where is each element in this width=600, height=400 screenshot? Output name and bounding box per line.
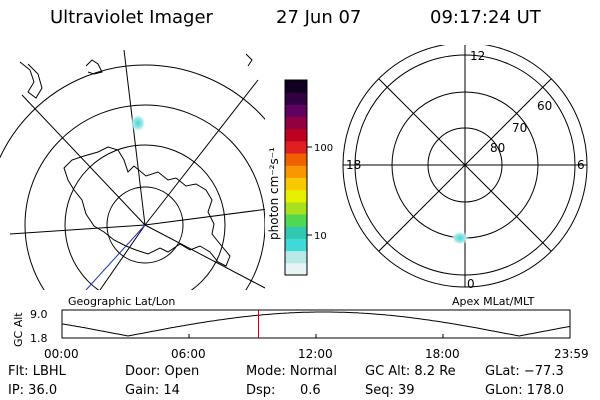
coastline-fragment [19, 61, 43, 99]
altitude-xticks: 00:00 06:00 12:00 18:00 23:59 [44, 334, 589, 361]
meridian-line [144, 79, 259, 226]
orbit-track [85, 224, 146, 290]
colorbar-cell [285, 238, 307, 252]
altitude-xtick-label: 18:00 [425, 347, 460, 361]
mlt-label-0: 0 [467, 277, 475, 291]
seq-info: Seq: 39 [365, 383, 415, 398]
mlt-label-12: 12 [470, 49, 485, 63]
colorbar-tick-label: 100 [314, 143, 333, 154]
altitude-xtick-label: 23:59 [554, 347, 589, 361]
mlt-line-diagonal [378, 78, 552, 252]
meridian-line [144, 224, 265, 289]
colorbar-cell [285, 104, 307, 118]
altitude-xtick-label: 06:00 [171, 347, 206, 361]
lat-circle-inner [106, 186, 184, 264]
colorbar-cell [285, 201, 307, 215]
aurora-emission [451, 231, 469, 245]
glon-info: GLon: 178.0 [485, 383, 565, 398]
colorbar-cell [285, 128, 307, 142]
colorbar-cell [285, 226, 307, 239]
meridian-line [21, 94, 146, 226]
colorbar-cell [285, 165, 307, 178]
geographic-map [0, 49, 265, 290]
meridian-line [144, 208, 265, 226]
time-label: 09:17:24 UT [430, 7, 541, 28]
meridian-line [9, 224, 146, 235]
colorbar-unit-label: photon cm⁻²s⁻¹ [267, 147, 281, 240]
magnetic-polar-plot [342, 45, 588, 288]
lat-circle-mid [64, 144, 226, 290]
altitude-xtick-label: 00:00 [44, 347, 79, 361]
colorbar-cell [285, 92, 307, 105]
left-panel-label: Geographic Lat/Lon [68, 295, 175, 308]
altitude-ytick: 1.8 [30, 332, 48, 345]
colorbar-cell [285, 80, 307, 93]
altitude-xtick-label: 12:00 [298, 347, 333, 361]
coastline-fragment [245, 53, 253, 67]
colorbar-cell [285, 177, 307, 191]
glat-info: GLat: −77.3 [485, 364, 564, 379]
mlat-label-80: 80 [490, 141, 505, 155]
mlt-label-18: 18 [346, 158, 361, 172]
mlat-label-70: 70 [512, 121, 527, 135]
ip-info: IP: 36.0 [8, 383, 58, 398]
gain-info: Gain: 14 [125, 383, 180, 398]
colorbar [285, 80, 307, 276]
colorbar-cell [285, 189, 307, 203]
gc-alt-info: GC Alt: 8.2 Re [365, 364, 456, 379]
door-info: Door: Open [125, 364, 200, 379]
colorbar-tick-label: 10 [314, 231, 327, 242]
mode-info: Mode: Normal [246, 364, 337, 379]
colorbar-cell [285, 140, 307, 154]
lat-circle-edge [0, 64, 265, 159]
meridian-line [99, 224, 146, 290]
altitude-curve [61, 311, 571, 337]
antarctica-coastline [63, 146, 231, 267]
mlat-label-60: 60 [537, 99, 552, 113]
filter-info: Flt: LBHL [8, 364, 66, 379]
colorbar-cell [285, 214, 307, 227]
colorbar-cell [285, 116, 307, 130]
altitude-ytick: 9.0 [30, 308, 48, 321]
date-label: 27 Jun 07 [276, 7, 362, 28]
instrument-title: Ultraviolet Imager [50, 7, 213, 28]
dsp-value: 0.6 [300, 383, 321, 398]
right-panel-label: Apex MLat/MLT [452, 295, 535, 308]
coastline-fragment [85, 59, 103, 75]
mlt-label-6: 6 [577, 158, 585, 172]
meridian-line [123, 49, 146, 226]
colorbar-cell [285, 250, 307, 264]
colorbar-cell [285, 153, 307, 166]
colorbar-cell [285, 262, 307, 276]
aurora-emission [130, 114, 146, 132]
colorbar-frame [284, 79, 308, 276]
lat-circle-outer [24, 104, 265, 290]
dsp-label: Dsp: [246, 383, 276, 398]
altitude-ylabel: GC Alt [12, 312, 25, 347]
